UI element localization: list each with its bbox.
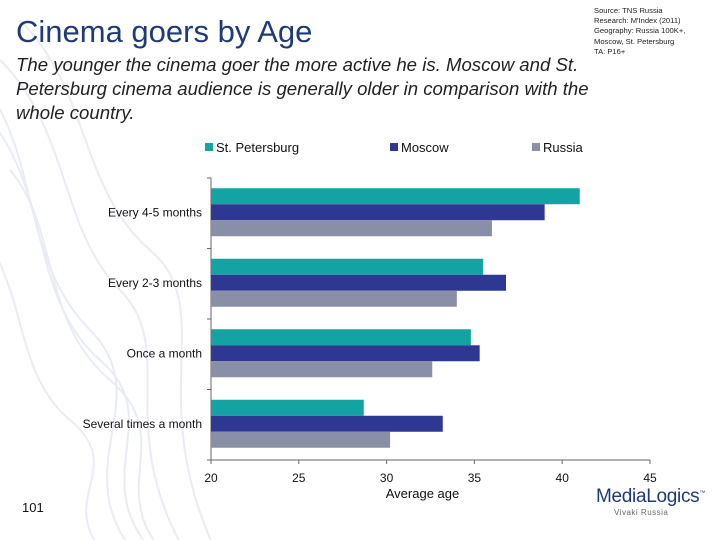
category-label: Every 2-3 months: [108, 276, 202, 290]
legend-label: St. Petersburg: [216, 140, 299, 155]
x-tick-label: 20: [204, 471, 218, 485]
x-tick-label: 45: [643, 471, 657, 485]
x-tick-label: 40: [556, 471, 570, 485]
x-axis-label: Average age: [386, 486, 460, 501]
category-label: Every 4-5 months: [108, 205, 202, 219]
logo-name: MediaLogics: [596, 486, 700, 507]
source-note: Source: TNS Russia Research: M'Index (20…: [594, 6, 716, 57]
legend-swatch: [532, 143, 540, 151]
bar: [211, 204, 545, 221]
bar: [211, 361, 433, 378]
bar: [211, 415, 443, 432]
legend-label: Russia: [543, 140, 584, 155]
x-tick-label: 30: [380, 471, 394, 485]
bar: [211, 220, 492, 237]
page-number: 101: [22, 500, 44, 515]
legend-swatch: [390, 143, 398, 151]
source-line: Research: M'Index (2011): [594, 16, 681, 26]
slide-title: Cinema goers by Age: [16, 14, 313, 49]
medialogics-logo: MediaLogics™ Vivaki Russia: [596, 486, 708, 520]
source-line: Moscow, St. Petersburg: [594, 36, 675, 46]
source-line: Source: TNS Russia: [594, 6, 663, 15]
bar: [211, 274, 507, 291]
source-line: TA: P16+: [594, 46, 626, 56]
logo-tm: ™: [699, 490, 706, 497]
bar: [211, 329, 471, 346]
logo-tagline: Vivaki Russia: [614, 508, 669, 517]
bar: [211, 188, 580, 205]
bar: [211, 290, 457, 307]
slide-subtitle: The younger the cinema goer the more act…: [16, 54, 589, 123]
category-label: Once a month: [127, 346, 202, 360]
legend-label: Moscow: [401, 140, 449, 155]
source-line: Geography: Russia 100K+,: [594, 26, 686, 36]
bar: [211, 345, 480, 362]
logo-wordmark: MediaLogics™: [596, 486, 705, 508]
x-tick-label: 35: [468, 471, 482, 485]
x-tick-label: 25: [292, 471, 306, 485]
bar: [211, 399, 364, 416]
bar: [211, 258, 484, 275]
legend-swatch: [205, 143, 213, 151]
bar: [211, 431, 391, 448]
category-label: Several times a month: [83, 417, 202, 431]
